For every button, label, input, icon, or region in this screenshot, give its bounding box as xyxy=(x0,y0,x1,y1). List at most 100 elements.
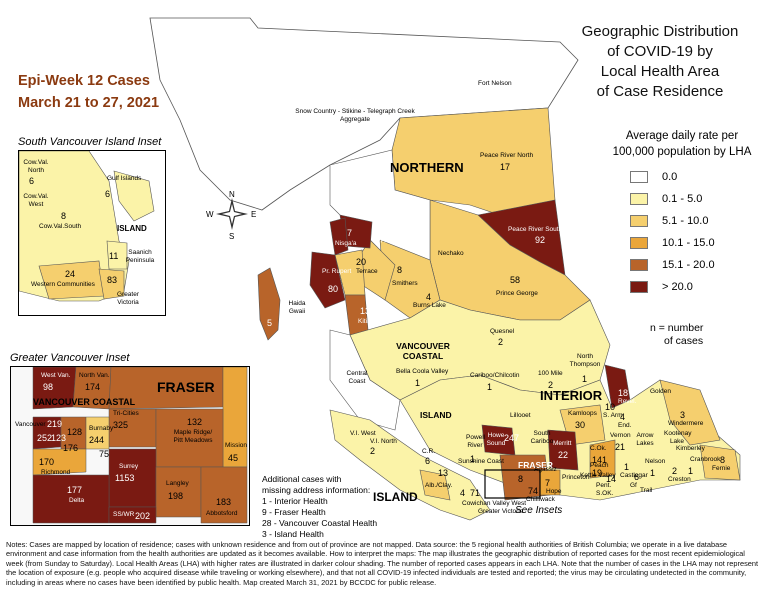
gv-label-langley: Langley xyxy=(166,480,189,487)
count-kitimat: 13 xyxy=(360,306,371,316)
svi-saanich xyxy=(106,240,128,270)
count-central-okanagan: 141 xyxy=(592,455,608,465)
count-castlegar: 1 xyxy=(624,462,630,472)
svi-count-western-communities: 24 xyxy=(65,269,76,279)
region-nisgaa xyxy=(329,217,349,256)
map-title-line-4: of Case Residence xyxy=(596,83,724,100)
label-trail: Trail xyxy=(640,487,653,494)
svi-label-island: ISLAND xyxy=(117,224,147,233)
gv-label-richmond: Richmond xyxy=(41,469,71,476)
label-peace-river-south: Peace River South xyxy=(508,226,563,233)
count-upper-skeena: 17 xyxy=(380,226,391,236)
label-smithers: Smithers xyxy=(392,280,418,287)
label-salmon-arm: S. Arm xyxy=(603,412,623,419)
count-smithers: 8 xyxy=(397,265,403,275)
label-central-okanagan: C.Ok. xyxy=(590,445,607,452)
label-prince-george: Prince George xyxy=(496,290,538,297)
legend-label: 15.1 - 20.0 xyxy=(662,259,715,271)
label-golden: Golden xyxy=(650,388,671,395)
region-prince-rupert xyxy=(309,251,346,309)
missing-address-line: missing address information: xyxy=(262,485,371,495)
legend-label: 0.0 xyxy=(662,171,678,183)
gv-label-vancouver: Vancouver xyxy=(15,421,46,428)
count-cariboo-chilcotin: 1 xyxy=(487,382,493,392)
gv-count-extra: 128 xyxy=(67,427,83,437)
compass-n: N xyxy=(229,190,235,199)
label-creston: Creston xyxy=(668,476,691,483)
label-bella-coola: Bella Coola Valley xyxy=(396,368,449,375)
label-enderby: End. xyxy=(618,422,632,429)
label-vernon: Vernon xyxy=(610,432,631,439)
label-campbell-river: C.R. xyxy=(422,448,435,455)
svi-greater-victoria xyxy=(98,268,125,300)
label-powell-river: Powell River xyxy=(466,434,486,449)
label-haida-gwaii: Haida Gwaii xyxy=(288,300,306,315)
epi-week-line-1: Epi-Week 12 Cases xyxy=(18,73,150,89)
count-cranbrook: 1 xyxy=(688,466,694,476)
count-prince-george: 58 xyxy=(510,275,521,285)
count-revelstoke: 18 xyxy=(618,388,629,398)
gv-count-mission: 45 xyxy=(228,453,239,463)
label-100-mile: 100 Mile xyxy=(538,370,563,377)
count-kamloops: 30 xyxy=(575,420,586,430)
gv-inset: West Van. 98 North Van. 174 VANCOUVER CO… xyxy=(10,366,250,526)
gv-label-surrey: Surrey xyxy=(119,463,139,470)
label-vi-north: V.I. North xyxy=(370,438,397,445)
notes-text: Notes: Cases are mapped by location of r… xyxy=(6,540,759,587)
region-label-interior: INTERIOR xyxy=(540,388,603,403)
label-hope: Hope xyxy=(546,488,562,495)
region-windermere xyxy=(659,379,721,446)
compass-rose xyxy=(216,198,248,230)
legend-title-line-1: Average daily rate per xyxy=(625,130,739,142)
count-hope: 7 xyxy=(545,478,551,488)
count-windermere: 3 xyxy=(680,410,686,420)
bc-map xyxy=(149,17,741,521)
legend-label: 5.1 - 10.0 xyxy=(662,215,709,227)
count-cowichan-valley-west: 4 xyxy=(460,488,466,498)
label-north-thompson: North Thompson xyxy=(569,353,601,368)
count-peachland: 19 xyxy=(592,468,603,478)
count-north-thompson: 1 xyxy=(582,374,588,384)
svi-western-communities xyxy=(38,260,105,300)
label-nechako: Nechako xyxy=(438,250,464,257)
label-arrow-lakes: Arrow Lakes xyxy=(636,432,654,447)
svi-inset-title: South Vancouver Island Inset xyxy=(18,136,162,148)
legend-swatch xyxy=(630,215,648,227)
legend-item: 15.1 - 20.0 xyxy=(630,256,715,274)
map-title-line-3: Local Health Area xyxy=(600,63,720,80)
label-south-cariboo: South Cariboo xyxy=(530,430,554,445)
gv-count-vancouver: 252 xyxy=(37,433,53,443)
label-nelson: Nelson xyxy=(645,458,666,465)
svi-label-saanich: Saanich Peninsula xyxy=(125,249,155,264)
legend-swatch xyxy=(630,171,648,183)
gv-label-fraser: FRASER xyxy=(157,379,215,395)
svi-label-western-communities: Western Communities xyxy=(31,281,95,288)
label-cranbrook: Cranbrook xyxy=(690,456,721,463)
legend-item: > 20.0 xyxy=(630,278,693,296)
count-peace-river-south: 92 xyxy=(535,235,546,245)
region-label-fraser: FRASER xyxy=(518,460,553,470)
label-grand-forks: Gf xyxy=(630,482,637,489)
gv-label-mission: Mission xyxy=(225,442,248,449)
gv-count-sswr: 202 xyxy=(135,511,151,521)
missing-address-line: 28 - Vancouver Coastal Health xyxy=(262,518,378,528)
count-haida-gwaii: 5 xyxy=(267,318,273,328)
gv-count-delta: 177 xyxy=(67,485,83,495)
svi-land xyxy=(18,150,130,302)
count-enderby: 4 xyxy=(620,412,626,422)
label-peace-river-north: Peace River North xyxy=(480,152,534,159)
label-central-coast: Central Coast xyxy=(346,370,368,385)
see-insets-box xyxy=(484,469,541,499)
svi-count-cow-val-north: 6 xyxy=(29,176,35,186)
label-sunshine-coast: Sunshine Coast xyxy=(458,458,504,465)
label-quesnel: Quesnel xyxy=(490,328,515,335)
region-label-island: ISLAND xyxy=(420,410,452,420)
gv-abbotsford xyxy=(200,466,248,524)
count-vi-north: 2 xyxy=(370,446,376,456)
legend-n-note-line-2: of cases xyxy=(664,335,704,347)
count-salmon-arm: 10 xyxy=(605,402,616,412)
svi-inset: Cow.Val. North 6 Gulf Islands Cow.Val. W… xyxy=(18,150,166,316)
count-terrace: 20 xyxy=(356,257,367,267)
gv-count-burnaby: 244 xyxy=(89,435,105,445)
gv-label-west-van: West Van. xyxy=(41,372,71,379)
